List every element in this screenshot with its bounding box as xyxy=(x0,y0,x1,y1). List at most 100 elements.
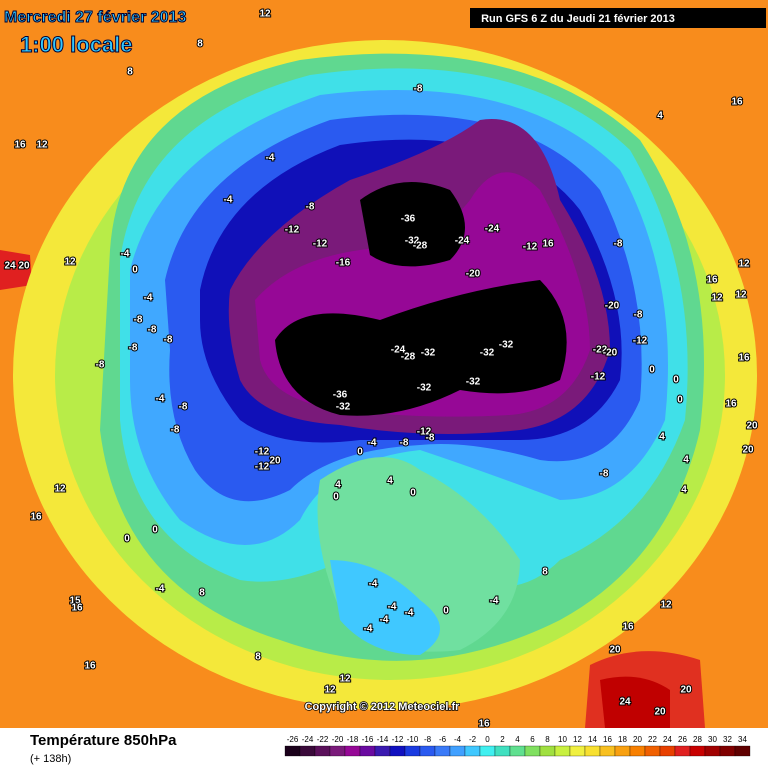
isotherm-label: -24 xyxy=(391,345,406,356)
colorbar-swatch xyxy=(704,745,721,757)
isotherm-label: 20 xyxy=(269,456,281,467)
isotherm-label: -32 xyxy=(417,383,432,394)
colorbar-label: -24 xyxy=(302,735,314,744)
colorbar-swatch xyxy=(599,745,616,757)
isotherm-label: -8 xyxy=(600,469,609,480)
isotherm-label: 12 xyxy=(324,685,336,696)
isotherm-label: -4 xyxy=(144,293,153,304)
isotherm-label: -8 xyxy=(134,315,143,326)
isotherm-label: -12 xyxy=(255,447,270,458)
colorbar-swatch xyxy=(539,745,556,757)
isotherm-label: 16 xyxy=(478,719,490,730)
colorbar-swatch xyxy=(689,745,706,757)
colorbar-label: 0 xyxy=(485,735,490,744)
cold-core xyxy=(360,182,465,267)
colorbar-swatch xyxy=(359,745,376,757)
isotherm-label: 0 xyxy=(152,525,158,536)
isotherm-label: 24 xyxy=(4,261,16,272)
isotherm-label: 16 xyxy=(14,140,26,151)
colorbar-label: 20 xyxy=(633,735,642,744)
isotherm-label: -12 xyxy=(591,372,606,383)
time: 1:00 locale xyxy=(20,32,133,57)
isotherm-label: 0 xyxy=(333,492,339,503)
isotherm-label: 0 xyxy=(132,265,138,276)
isotherm-label: -32 xyxy=(336,402,351,413)
isotherm-label: 0 xyxy=(673,375,679,386)
colorbar-label: 28 xyxy=(693,735,702,744)
warm-blob xyxy=(0,250,32,290)
colorbar-swatch xyxy=(314,745,331,757)
isotherm-label: -32 xyxy=(480,348,495,359)
isotherm-label: 16 xyxy=(725,399,737,410)
isotherm-label: 12 xyxy=(339,674,351,685)
colorbar-label: -20 xyxy=(332,735,344,744)
isotherm-label: -4 xyxy=(156,584,165,595)
isotherm-label: 0 xyxy=(443,606,449,617)
footer-title: Température 850hPa xyxy=(30,732,177,749)
isotherm-label: -8 xyxy=(634,310,643,321)
isotherm-label: -8 xyxy=(426,433,435,444)
isotherm-label: -12 xyxy=(285,225,300,236)
isotherm-label: -32 xyxy=(405,236,420,247)
isotherm-label: 16 xyxy=(622,622,634,633)
colorbar-label: 12 xyxy=(573,735,582,744)
colorbar-swatch xyxy=(629,745,646,757)
colorbar-label: -6 xyxy=(439,735,447,744)
colorbar-label: -22 xyxy=(317,735,329,744)
isotherm-label: -4 xyxy=(224,195,233,206)
colorbar-swatch xyxy=(569,745,586,757)
isotherm-label: 12 xyxy=(36,140,48,151)
isotherm-label: -8 xyxy=(614,239,623,250)
isotherm-label: -12 xyxy=(313,239,328,250)
isotherm-label: -32 xyxy=(466,377,481,388)
isotherm-label: 4 xyxy=(683,455,689,466)
date: Mercredi 27 février 2013 xyxy=(4,9,186,26)
colorbar-swatch xyxy=(614,745,631,757)
isotherm-label: -8 xyxy=(96,360,105,371)
colorbar-label: -12 xyxy=(392,735,404,744)
isotherm-label: -12 xyxy=(523,242,538,253)
footer-lead: (+ 138h) xyxy=(30,753,71,765)
colorbar-label: 34 xyxy=(738,735,747,744)
isotherm-label: -8 xyxy=(414,84,423,95)
isotherm-label: -12 xyxy=(633,336,648,347)
colorbar-swatch xyxy=(464,745,481,757)
isotherm-label: 4 xyxy=(387,476,393,487)
colorbar-swatch xyxy=(719,745,736,757)
isotherm-label: -22 xyxy=(593,345,608,356)
isotherm-label: 12 xyxy=(711,293,723,304)
colorbar-swatch xyxy=(509,745,526,757)
isotherm-label: -24 xyxy=(485,224,500,235)
temperature-field xyxy=(0,40,757,728)
cold-core xyxy=(275,280,567,416)
colorbar-label: -4 xyxy=(454,735,462,744)
colorbar-label: 16 xyxy=(603,735,612,744)
isotherm-label: -20 xyxy=(466,269,481,280)
isotherm-label: -4 xyxy=(369,579,378,590)
isotherm-label: 0 xyxy=(124,534,130,545)
isotherm-label: -4 xyxy=(364,624,373,635)
isotherm-label: 0 xyxy=(357,447,363,458)
colorbar-label: -10 xyxy=(407,735,419,744)
colorbar-label: 8 xyxy=(545,735,550,744)
run-box xyxy=(470,8,766,28)
isotherm-label: 16 xyxy=(71,603,83,614)
isotherm-label: 20 xyxy=(609,645,621,656)
colorbar-label: 24 xyxy=(663,735,672,744)
colorbar-swatch xyxy=(404,745,421,757)
colorbar-label: -18 xyxy=(347,735,359,744)
isotherm-label: -4 xyxy=(388,602,397,613)
isotherm-label: -4 xyxy=(405,608,414,619)
colorbar-swatch xyxy=(344,745,361,757)
colorbar-label: 18 xyxy=(618,735,627,744)
colorbar-swatch xyxy=(584,745,601,757)
isotherm-label: -32 xyxy=(499,340,514,351)
isotherm-label: -28 xyxy=(401,352,416,363)
isotherm-label: -8 xyxy=(306,202,315,213)
colorbar-label: -26 xyxy=(287,735,299,744)
colorbar-label: -14 xyxy=(377,735,389,744)
isotherm-label: -8 xyxy=(164,335,173,346)
colorbar-swatch xyxy=(479,745,496,757)
